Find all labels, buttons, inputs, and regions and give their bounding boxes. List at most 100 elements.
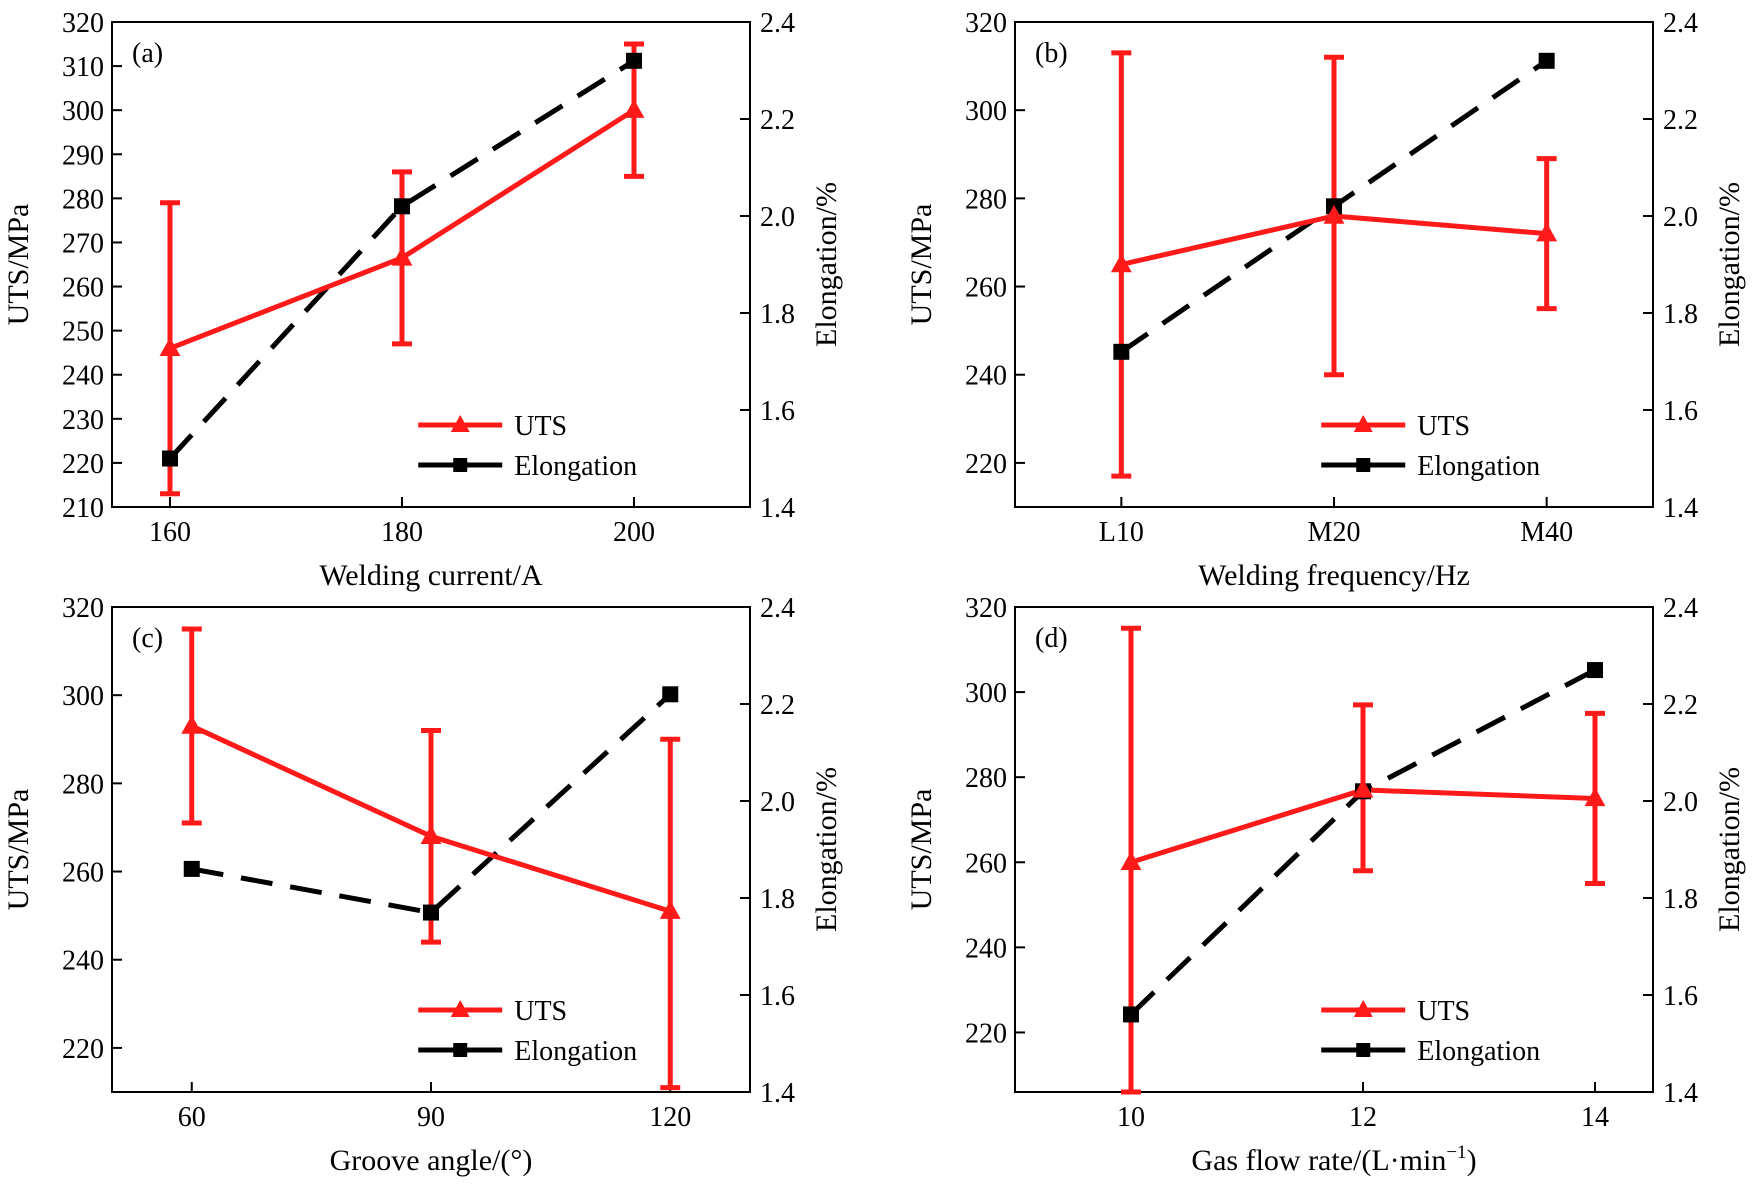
panel-label: (c) — [132, 623, 163, 654]
y2-tick-label: 1.4 — [760, 1078, 795, 1109]
y-tick-label: 220 — [965, 449, 1007, 480]
y-tick-label: 280 — [965, 184, 1007, 215]
x-tick-label: L10 — [1099, 517, 1144, 548]
y-tick-label: 280 — [62, 184, 104, 215]
y2-tick-label: 2.2 — [760, 690, 795, 721]
y2-tick-label: 1.6 — [760, 981, 795, 1012]
elongation-point — [1123, 1006, 1139, 1023]
x-tick-label: 14 — [1581, 1102, 1609, 1133]
legend-uts-marker — [1353, 1000, 1373, 1017]
y2-tick-label: 1.4 — [1663, 1078, 1698, 1109]
y2-tick-label: 1.8 — [1663, 299, 1698, 330]
y-tick-label: 270 — [62, 228, 104, 259]
y-axis-label: UTS/MPa — [905, 789, 938, 911]
legend-elongation-label: Elongation — [1417, 1036, 1540, 1067]
plot-frame — [111, 21, 751, 508]
x-axis-label: Welding frequency/Hz — [1198, 559, 1470, 592]
panel-label: (d) — [1035, 623, 1068, 654]
y2-tick-label: 1.6 — [1663, 981, 1698, 1012]
y-tick-label: 260 — [62, 858, 104, 889]
uts-point — [1536, 222, 1558, 242]
y2-tick-label: 2.0 — [1663, 202, 1698, 233]
y2-tick-label: 2.0 — [760, 787, 795, 818]
y-tick-label: 260 — [965, 848, 1007, 879]
y2-axis-label: Elongation/% — [1713, 182, 1746, 347]
legend-elongation-marker — [453, 1043, 468, 1057]
uts-point — [1110, 253, 1132, 273]
elongation-series-line — [191, 692, 672, 916]
x-axis-label: Groove angle/(°) — [330, 1144, 533, 1177]
uts-point — [1584, 787, 1606, 807]
y-tick-label: 320 — [62, 8, 104, 39]
elongation-point — [394, 198, 410, 215]
uts-point — [159, 337, 181, 356]
uts-point — [1352, 778, 1374, 798]
chart-panel-d: 10 12 14 220 240 260 280 300 320 1.4 1.6 1.8 2.0 2.2 2… — [905, 593, 1746, 1177]
uts-point — [420, 825, 442, 844]
y2-tick-label: 1.8 — [760, 884, 795, 915]
legend-elongation-marker — [1356, 458, 1371, 472]
y2-tick-label: 2.4 — [1663, 8, 1698, 39]
y-tick-label: 250 — [62, 317, 104, 348]
elongation-point — [162, 450, 178, 467]
x-axis-label-sup: −1 — [1446, 1142, 1466, 1163]
y-axis-label: UTS/MPa — [2, 204, 35, 326]
legend-uts-marker — [450, 415, 470, 432]
y2-axis-label: Elongation/% — [1713, 767, 1746, 932]
elongation-point — [1538, 52, 1555, 69]
elongation-point — [626, 52, 642, 69]
elongation-point — [183, 860, 200, 877]
plot-frame — [1014, 606, 1654, 1093]
legend-elongation-marker — [1356, 1043, 1371, 1057]
x-axis-label-main: Gas flow rate/(L·min — [1191, 1144, 1446, 1177]
elongation-point — [1113, 343, 1130, 360]
y-tick-label: 290 — [62, 140, 104, 171]
elongation-point — [1587, 662, 1603, 679]
y-tick-label: 240 — [62, 946, 104, 977]
x-tick-label: 200 — [613, 517, 655, 548]
uts-point — [659, 900, 681, 919]
y-axis-label: UTS/MPa — [2, 789, 35, 911]
y2-tick-label: 2.4 — [760, 8, 795, 39]
elongation-point — [662, 686, 679, 703]
y2-tick-label: 1.6 — [1663, 396, 1698, 427]
x-axis-label: Gas flow rate/(L·min−1) — [1191, 1142, 1476, 1177]
chart-panel-a: 160 180 200 210 220 230 240 250 260 270 280 290 300 3… — [2, 8, 843, 592]
y2-tick-label: 2.0 — [760, 202, 795, 233]
y2-tick-label: 1.8 — [1663, 884, 1698, 915]
y2-tick-label: 1.4 — [1663, 493, 1698, 524]
x-axis-label-end: ) — [1467, 1144, 1477, 1177]
x-tick-label: 160 — [149, 517, 191, 548]
y2-tick-label: 2.4 — [1663, 593, 1698, 624]
legend-elongation-label: Elongation — [1417, 451, 1540, 482]
y2-tick-label: 2.0 — [1663, 787, 1698, 818]
y2-tick-label: 2.2 — [1663, 690, 1698, 721]
uts-point — [391, 246, 413, 266]
y2-axis-label: Elongation/% — [810, 182, 843, 347]
legend-uts-marker — [450, 1000, 470, 1017]
y-tick-label: 280 — [62, 769, 104, 800]
y2-tick-label: 1.4 — [760, 493, 795, 524]
y2-axis-label: Elongation/% — [810, 767, 843, 932]
legend-uts-label: UTS — [1417, 411, 1470, 442]
uts-point — [1323, 205, 1345, 224]
x-tick-label: 120 — [649, 1102, 691, 1133]
x-tick-label: 10 — [1117, 1102, 1145, 1133]
x-tick-label: M40 — [1520, 517, 1573, 548]
y-tick-label: 210 — [62, 493, 104, 524]
legend-uts-marker — [1353, 415, 1373, 432]
y2-tick-label: 2.4 — [760, 593, 795, 624]
uts-point — [181, 715, 203, 734]
legend-elongation-label: Elongation — [514, 1036, 637, 1067]
chart-panel-b: L10 M20 M40 220 240 260 280 300 320 1.4 1.6 1.8 2.0 2… — [905, 8, 1746, 592]
y-tick-label: 240 — [62, 361, 104, 392]
uts-point — [1120, 851, 1142, 870]
y-tick-label: 240 — [965, 933, 1007, 964]
y-tick-label: 300 — [62, 96, 104, 127]
y-tick-label: 300 — [62, 681, 104, 712]
y2-tick-label: 2.2 — [760, 105, 795, 136]
y-tick-label: 260 — [62, 273, 104, 304]
x-tick-label: 180 — [381, 517, 423, 548]
legend-uts-label: UTS — [1417, 996, 1470, 1027]
